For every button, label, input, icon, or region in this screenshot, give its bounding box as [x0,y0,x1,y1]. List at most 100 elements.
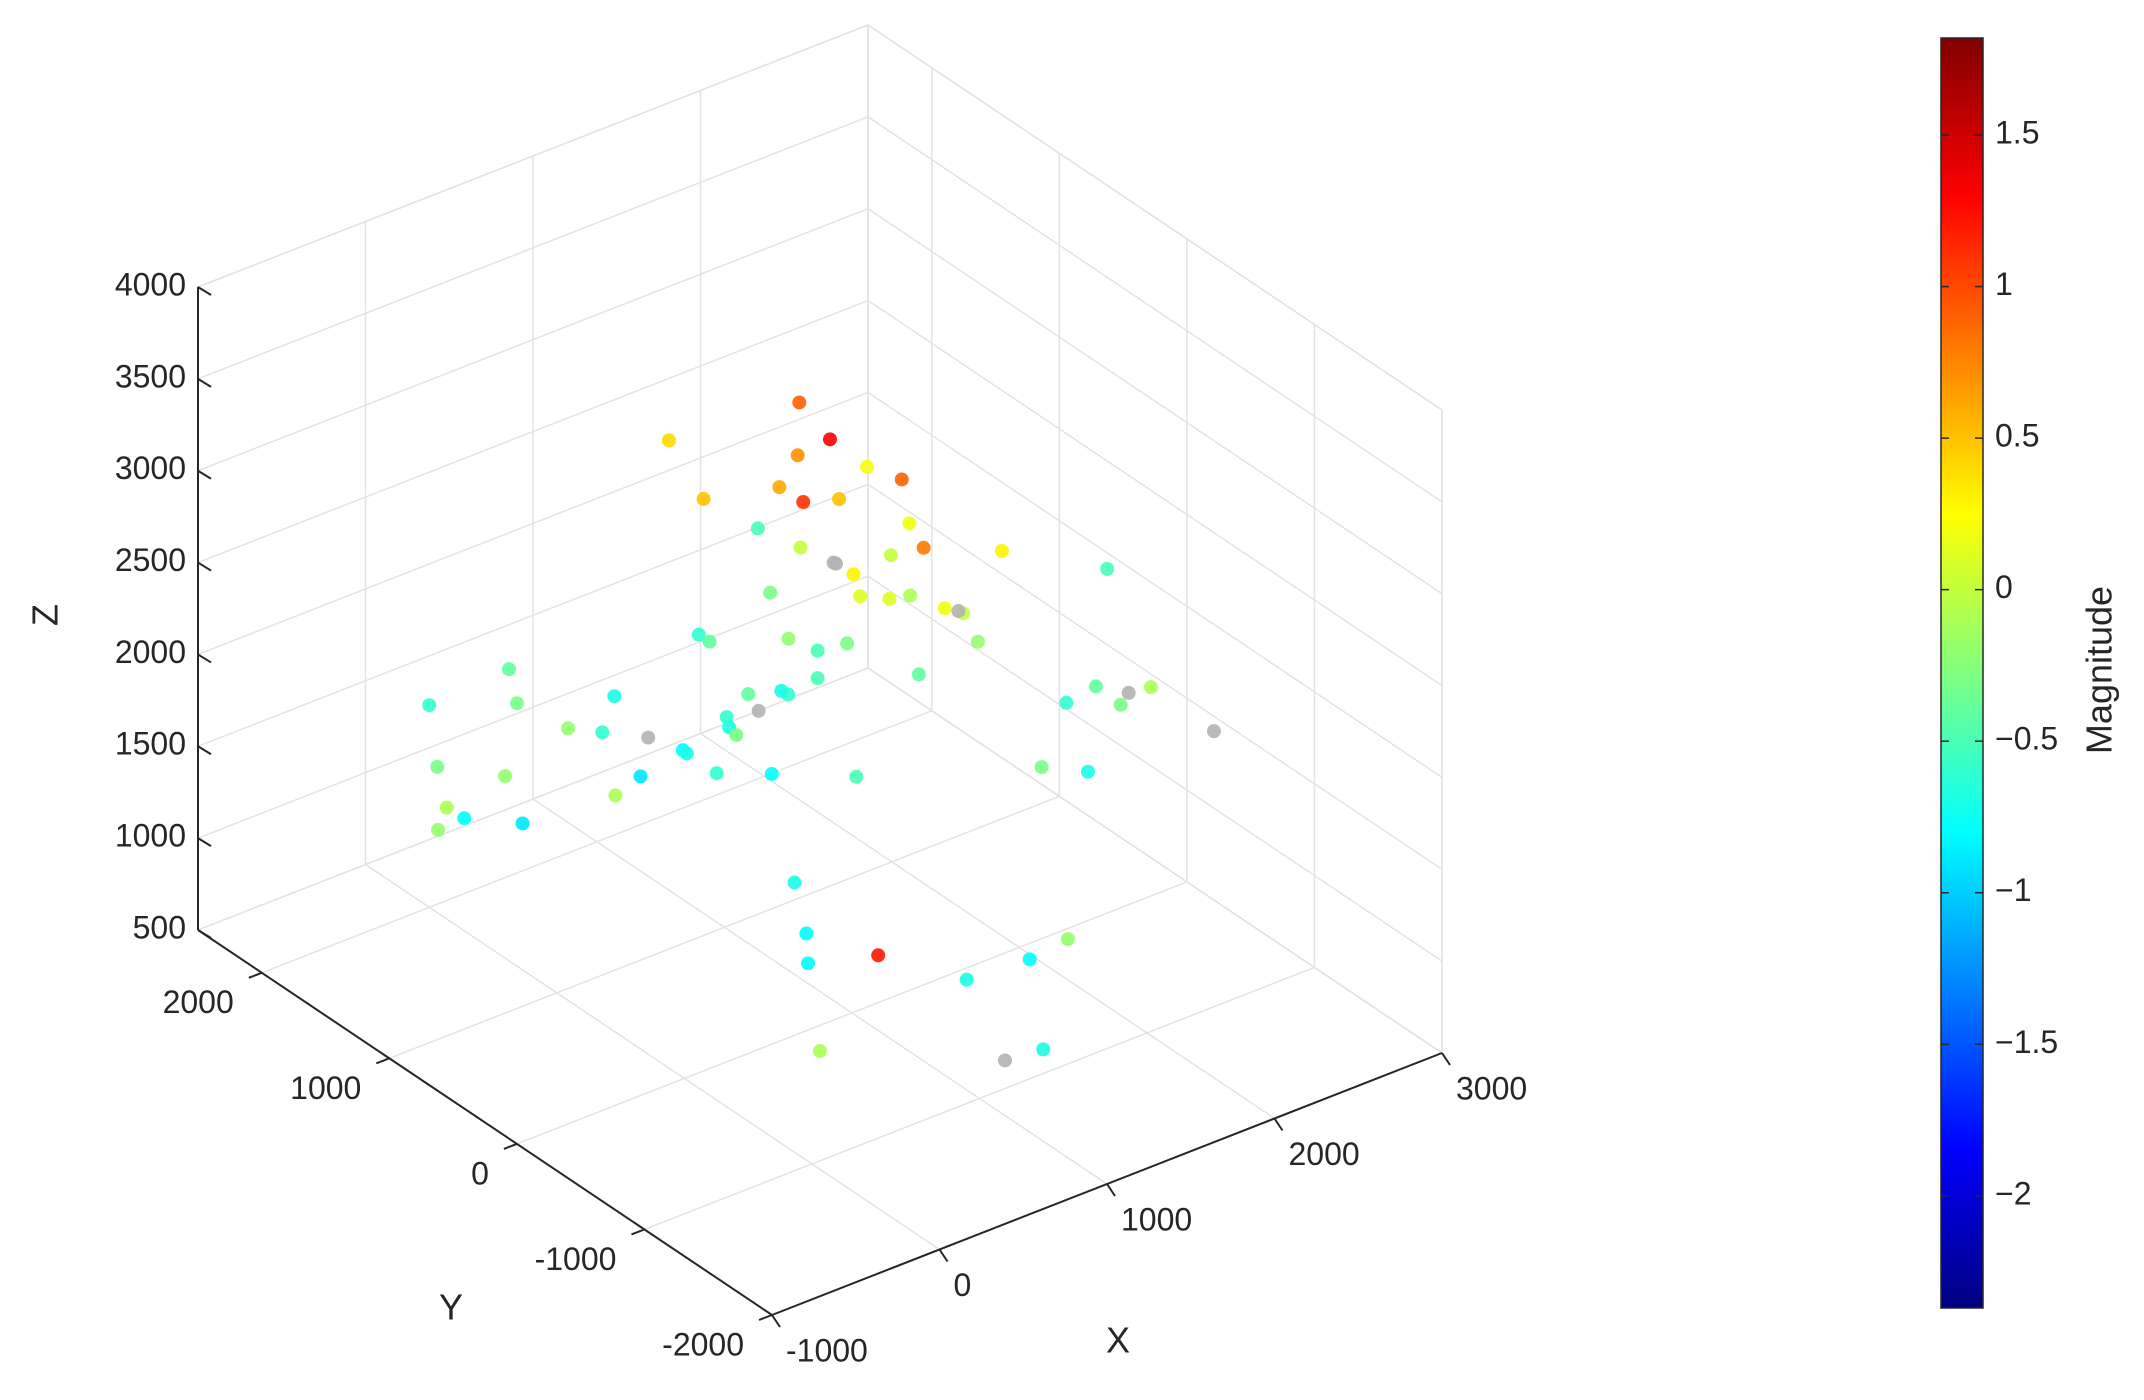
x-tick [938,1248,949,1263]
z-tick [197,561,212,572]
colorbar-tick-label: 1 [1995,266,2013,302]
data-point [1206,724,1221,739]
y-axis [197,929,773,1316]
data-point [860,459,875,474]
data-point [1113,697,1128,712]
data-point [787,875,802,890]
grid-line [261,67,933,974]
y-tick [631,1228,645,1236]
data-point [729,728,744,743]
data-point [826,555,841,570]
data-point [1022,952,1037,967]
data-point [510,696,525,711]
grid-line [197,391,1443,779]
data-point [641,730,656,745]
x-tick-label: 2000 [1289,1136,1360,1172]
grid-line [197,299,1443,687]
z-tick [197,286,212,296]
data-point [1143,680,1158,695]
box-edge [197,24,1443,1053]
data-point [1060,932,1075,947]
colorbar-tick-label: −1.5 [1995,1024,2058,1060]
data-point [793,540,808,555]
data-point [751,703,766,718]
x-tick-label: -1000 [786,1332,868,1368]
y-tick [758,1314,773,1321]
z-tick-label: 2000 [115,634,186,670]
data-point [691,627,706,642]
data-point [696,491,711,506]
grid-line [197,483,1443,870]
colorbar-tick-label: −1 [1995,872,2031,908]
y-tick-label: -1000 [535,1241,617,1277]
data-point [498,769,513,784]
y-tick-label: 0 [471,1155,489,1191]
data-point [608,788,623,803]
x-axis-title: X [1106,1320,1130,1361]
data-point [790,448,805,463]
data-point [902,516,917,531]
grid-line [197,116,1443,503]
data-point [1080,764,1095,779]
data-point [774,683,789,698]
data-point [810,643,825,658]
data-point [607,689,622,704]
data-point [764,766,779,781]
y-tick [503,1142,518,1150]
y-tick-label: 2000 [163,984,234,1020]
data-point [796,495,811,510]
grid-line [197,24,1443,411]
y-tick [248,971,263,979]
data-point [1121,685,1136,700]
data-point [1088,679,1103,694]
data-point [439,800,454,815]
grid-line [197,207,1443,595]
z-tick [197,469,212,480]
data-point [1100,561,1115,576]
data-point [741,687,756,702]
data-point [959,972,974,987]
y-axis-title: Y [439,1287,463,1328]
y-tick-label: -2000 [662,1326,744,1362]
data-point [997,1053,1012,1068]
grid-line [197,667,1443,1054]
data-point [911,667,926,682]
grid-line [771,410,1443,1316]
data-point [633,769,648,784]
data-point [840,636,855,651]
data-point [903,588,918,603]
data-point [846,567,861,582]
colorbar-tick-label: 0.5 [1995,418,2039,454]
z-tick-label: 2500 [115,542,186,578]
y-tick [375,1057,390,1065]
grid-line [644,324,1316,1231]
z-tick [197,378,212,388]
data-point [702,634,717,649]
data-point [1059,695,1074,710]
box-edge [197,667,1443,1054]
grid-line [532,156,1108,1185]
data-point [810,671,825,686]
data-point [595,725,610,740]
data-point [515,816,530,831]
data-point [937,601,952,616]
data-point [994,544,1009,559]
data-point [781,631,796,646]
data-point [849,769,864,784]
x-tick [1273,1117,1284,1132]
z-tick-label: 1000 [115,818,186,854]
data-point [799,926,814,941]
data-point [970,634,985,649]
z-tick-label: 3500 [115,358,186,394]
colorbar [1940,37,1984,1309]
z-tick-label: 4000 [115,266,186,302]
x-tick-label: 3000 [1456,1070,1527,1106]
data-point [719,710,734,725]
grid-line [197,575,1443,962]
data-point [853,589,868,604]
grid-line [699,90,1275,1120]
data-point [772,480,787,495]
data-point [801,956,816,971]
x-tick [1441,1052,1451,1066]
data-point [502,662,517,677]
